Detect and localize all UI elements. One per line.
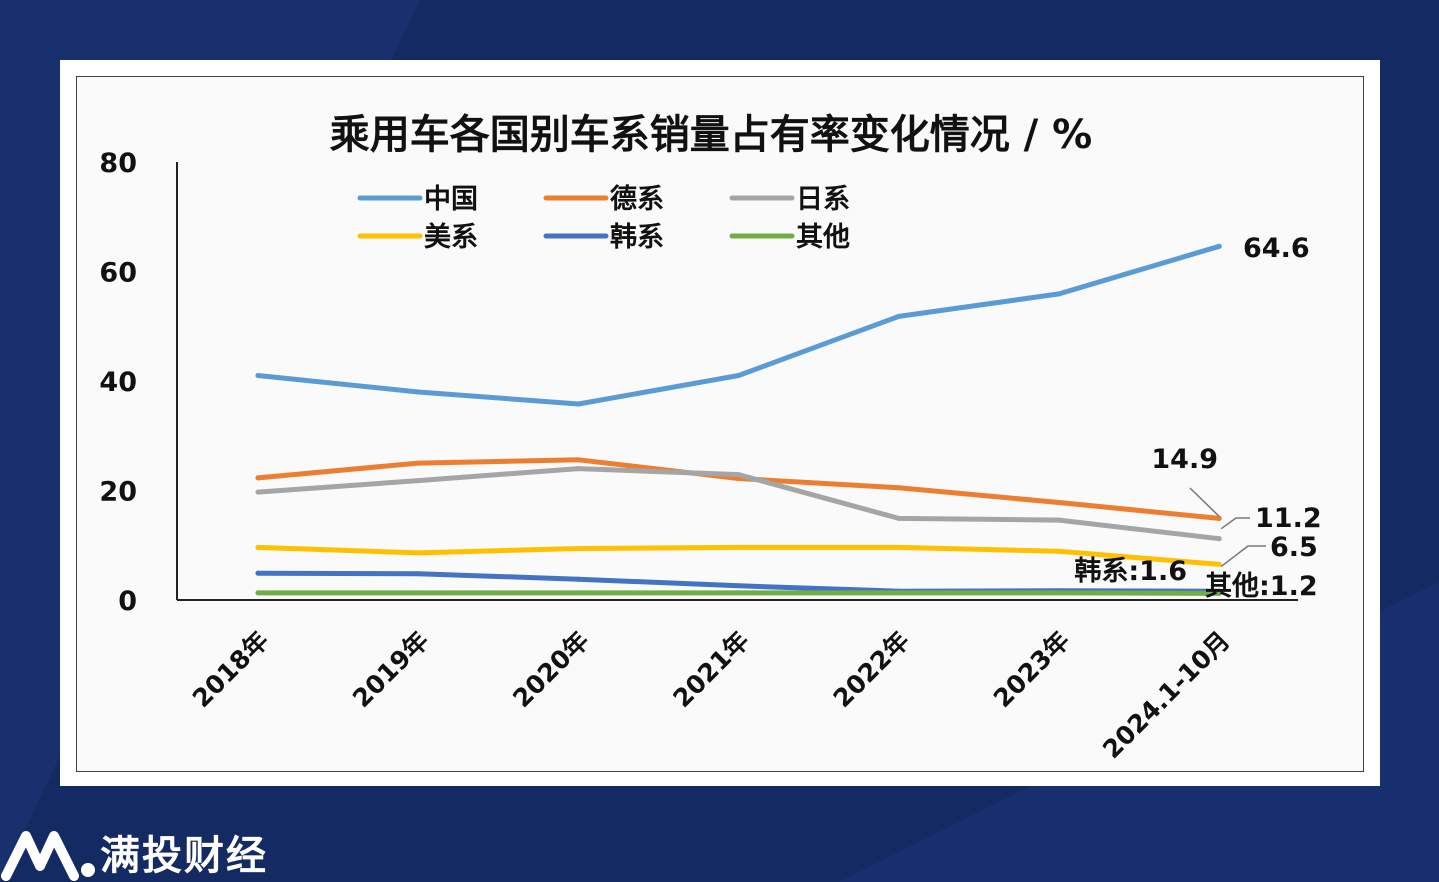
x-tick-label: 2019年 <box>347 626 434 713</box>
data-label: 14.9 <box>1151 444 1218 475</box>
brand-logo-icon <box>1 831 95 881</box>
data-point <box>255 373 261 379</box>
legend-label: 韩系 <box>610 222 664 253</box>
data-point <box>255 570 261 576</box>
data-point <box>736 373 742 379</box>
x-tick-label: 2022年 <box>828 626 915 713</box>
data-point <box>896 485 902 491</box>
data-point <box>415 550 421 556</box>
legend-label: 日系 <box>796 184 850 215</box>
data-point <box>1056 500 1062 506</box>
legend-label: 德系 <box>610 184 664 215</box>
data-point <box>896 313 902 319</box>
data-label: 6.5 <box>1270 532 1318 563</box>
series-line <box>255 243 1222 407</box>
series-layer <box>255 243 1222 596</box>
data-point <box>1216 536 1222 542</box>
data-point <box>255 489 261 495</box>
x-tick-label: 2020年 <box>507 626 594 713</box>
data-point <box>255 590 261 596</box>
x-tick-label: 2024.1-10月 <box>1097 626 1235 764</box>
data-point <box>415 389 421 395</box>
data-point <box>896 515 902 521</box>
brand-name: 满投财经 <box>100 833 268 879</box>
chart-frame <box>76 76 1364 772</box>
data-point <box>415 460 421 466</box>
data-point <box>1216 561 1222 567</box>
data-point <box>736 590 742 596</box>
data-point <box>255 544 261 550</box>
data-label: 其他:1.2 <box>1205 571 1318 602</box>
data-point <box>575 457 581 463</box>
y-tick-label: 40 <box>99 367 137 398</box>
data-point <box>415 590 421 596</box>
x-tick-label: 2023年 <box>988 626 1075 713</box>
data-point <box>575 576 581 582</box>
data-label: 韩系:1.6 <box>1074 556 1187 587</box>
legend-label: 中国 <box>424 184 478 215</box>
data-point <box>1056 590 1062 596</box>
legend-label: 美系 <box>424 221 478 253</box>
line-chart: 乘用车各国别车系销量占有率变化情况 / % 0 20 40 60 80 2018年 2019… <box>99 112 1321 764</box>
leader-line <box>1220 517 1250 530</box>
y-tick-label: 60 <box>99 258 137 289</box>
brand-footer: 满投财经 <box>0 822 400 882</box>
axes: 0 20 40 60 80 2018年 2019年 2020年 2021年 2022年 2023年 2… <box>99 148 1298 764</box>
data-label: 64.6 <box>1243 233 1310 264</box>
data-point <box>575 466 581 472</box>
data-point <box>415 478 421 484</box>
data-point <box>1216 515 1222 521</box>
data-point <box>1056 548 1062 554</box>
x-tick-label: 2018年 <box>187 626 274 713</box>
data-point <box>896 590 902 596</box>
series-line <box>255 457 1222 521</box>
data-label: 11.2 <box>1255 503 1322 534</box>
y-tick-label: 80 <box>99 148 137 179</box>
data-point <box>1216 243 1222 249</box>
data-point <box>1216 590 1222 596</box>
data-point <box>736 583 742 589</box>
chart-title: 乘用车各国别车系销量占有率变化情况 / % <box>330 112 1093 158</box>
y-tick-label: 20 <box>99 477 137 508</box>
data-point <box>575 590 581 596</box>
leader-line <box>1220 545 1266 568</box>
legend-label: 其他 <box>796 222 850 253</box>
data-point <box>1056 291 1062 297</box>
data-point <box>415 571 421 577</box>
annotations: 64.6 14.9 11.26.5 韩系:1.6 其他:1.2 <box>1074 233 1321 602</box>
data-point <box>736 472 742 478</box>
data-point <box>255 475 261 481</box>
data-point <box>896 544 902 550</box>
data-point <box>1056 517 1062 523</box>
y-tick-label: 0 <box>118 586 137 617</box>
data-point <box>575 401 581 407</box>
data-point <box>736 544 742 550</box>
data-point <box>575 546 581 552</box>
chart-card: 乘用车各国别车系销量占有率变化情况 / % 0 20 40 60 80 2018年 2019… <box>60 60 1380 786</box>
leader-line <box>1189 487 1220 517</box>
x-tick-label: 2021年 <box>667 626 754 713</box>
